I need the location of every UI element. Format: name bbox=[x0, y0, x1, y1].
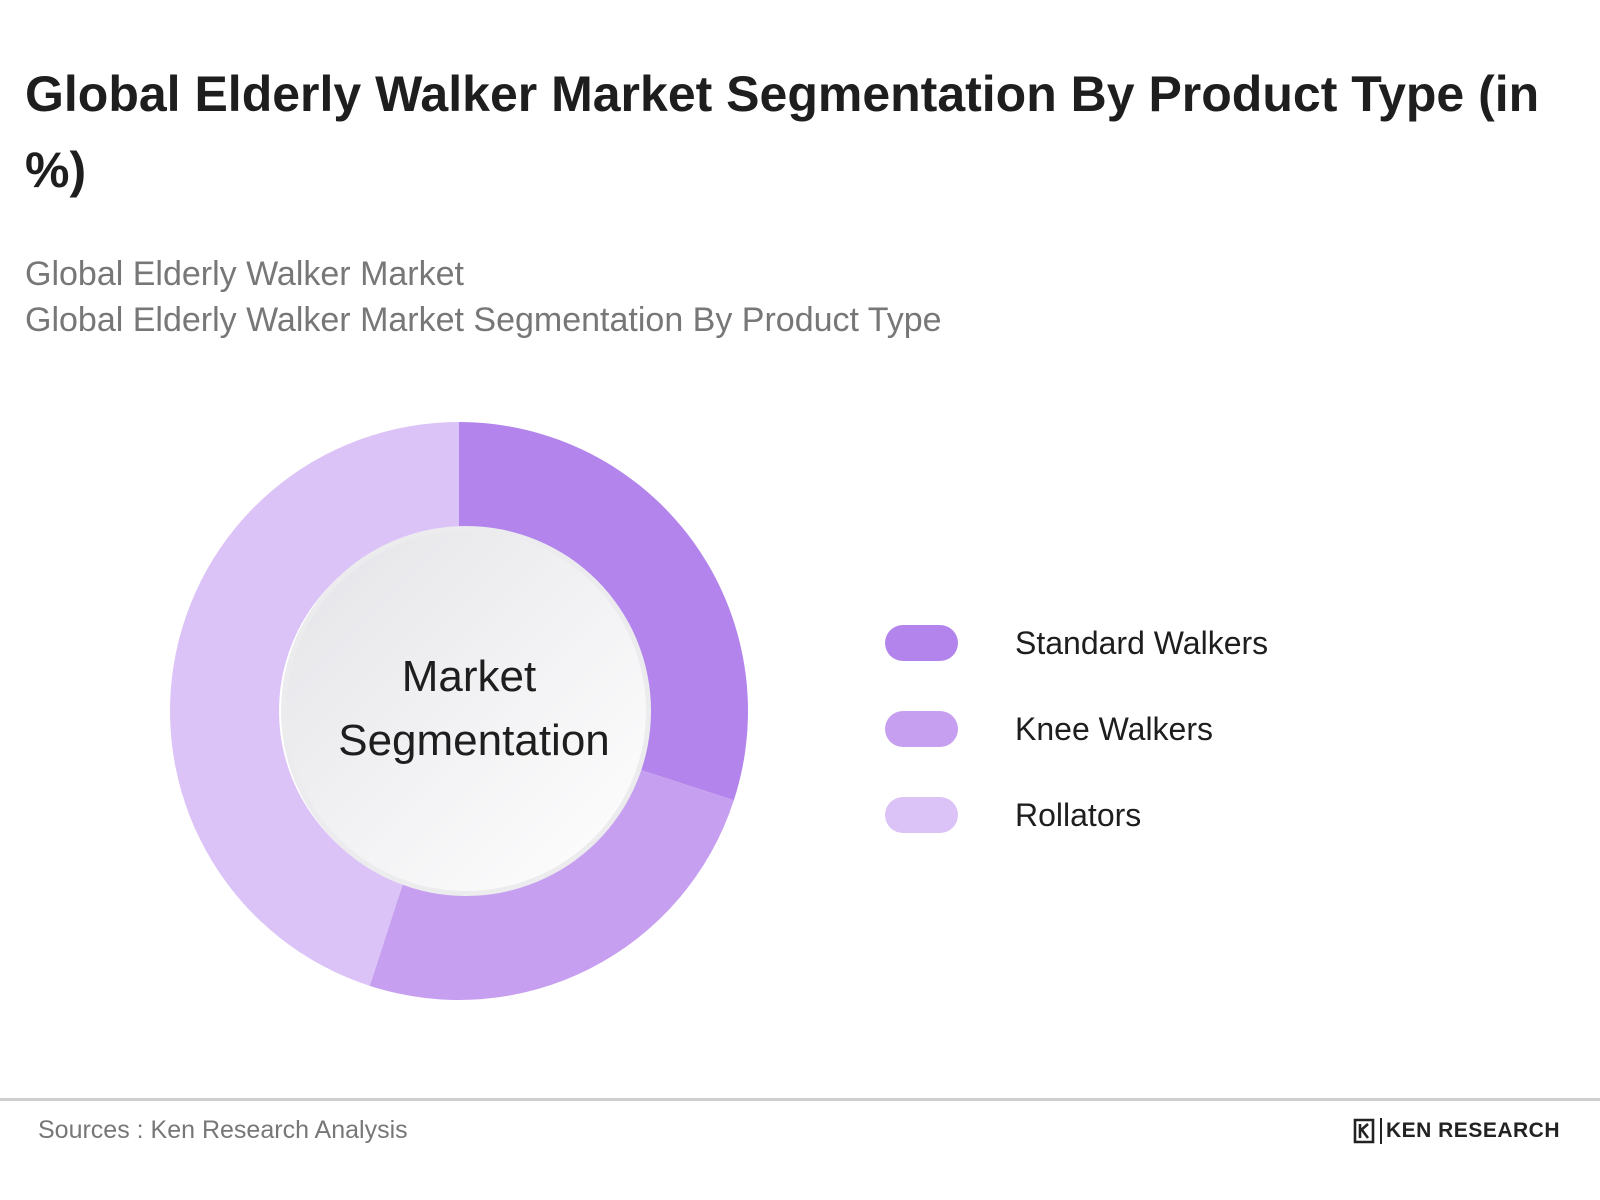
source-note: Sources : Ken Research Analysis bbox=[38, 1116, 408, 1144]
legend-item-knee-walkers[interactable]: Knee Walkers bbox=[885, 686, 1268, 772]
brand-separator bbox=[1379, 1118, 1382, 1144]
legend-swatch-standard-walkers bbox=[885, 625, 958, 661]
brand-logo[interactable]: KEN RESEARCH bbox=[1353, 1118, 1560, 1144]
legend-label-rollators: Rollators bbox=[1015, 796, 1142, 833]
donut-center-disc bbox=[286, 531, 646, 891]
center-label-line2: Segmentation bbox=[338, 716, 610, 765]
brand-name: KEN RESEARCH bbox=[1385, 1119, 1560, 1142]
legend-label-knee-walkers: Knee Walkers bbox=[1015, 710, 1213, 747]
chart-title: Global Elderly Walker Market Segmentatio… bbox=[25, 66, 1540, 198]
footer-divider bbox=[0, 1098, 1600, 1101]
legend-swatch-rollators bbox=[885, 797, 958, 833]
chart-subtitle-market: Global Elderly Walker Market bbox=[25, 255, 464, 293]
legend-swatch-knee-walkers bbox=[885, 711, 958, 747]
chart-subtitle-segmentation: Global Elderly Walker Market Segmentatio… bbox=[25, 301, 942, 339]
donut-chart: Market Segmentation bbox=[170, 422, 748, 1000]
donut-slice-rollators[interactable] bbox=[170, 422, 460, 986]
legend-item-standard-walkers[interactable]: Standard Walkers bbox=[885, 600, 1268, 686]
donut-slices bbox=[170, 422, 748, 1000]
donut-slice-knee-walkers[interactable] bbox=[369, 766, 734, 1000]
ken-research-k-logo-icon bbox=[1353, 1118, 1375, 1144]
center-label-line1: Market bbox=[402, 652, 536, 701]
legend-label-standard-walkers: Standard Walkers bbox=[1015, 624, 1269, 661]
chart-legend: Standard Walkers Knee Walkers Rollators bbox=[885, 600, 1268, 858]
legend-item-rollators[interactable]: Rollators bbox=[885, 772, 1268, 858]
donut-slice-standard-walkers[interactable] bbox=[459, 422, 748, 801]
